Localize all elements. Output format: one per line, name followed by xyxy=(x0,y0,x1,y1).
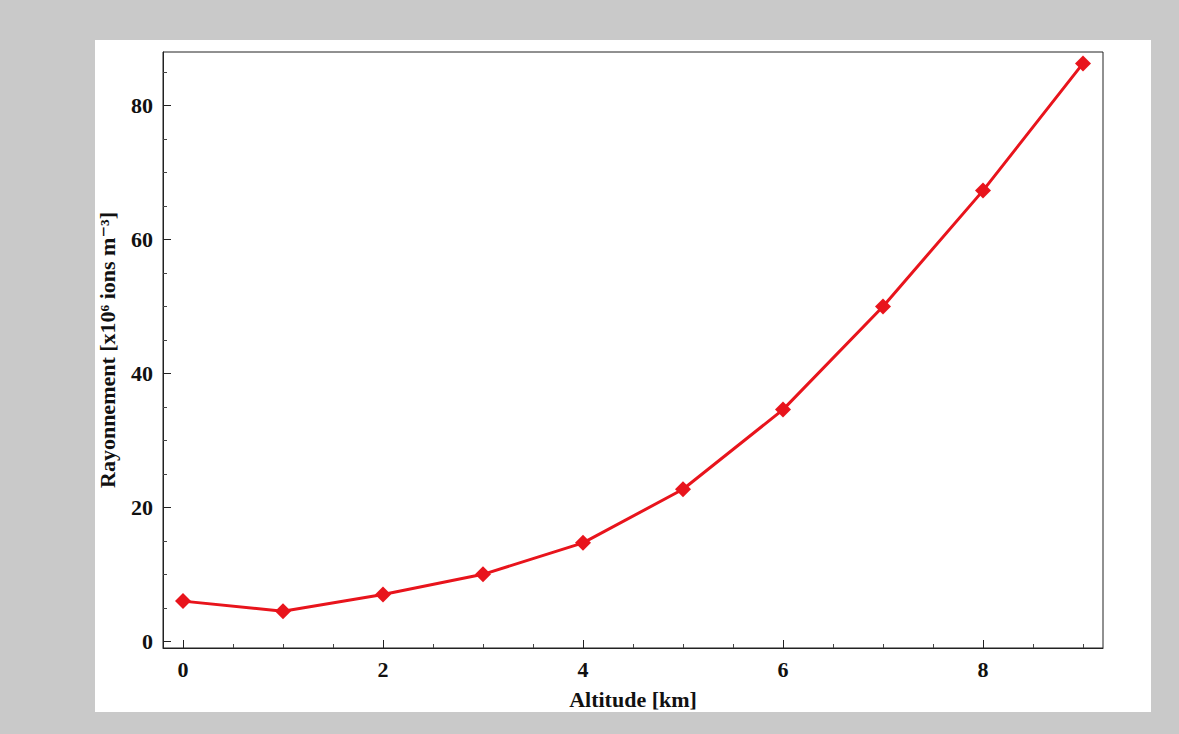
svg-text:6: 6 xyxy=(778,657,789,682)
svg-text:20: 20 xyxy=(131,495,153,520)
svg-text:Altitude [km]: Altitude [km] xyxy=(569,687,697,712)
svg-text:2: 2 xyxy=(378,657,389,682)
svg-text:8: 8 xyxy=(978,657,989,682)
svg-text:4: 4 xyxy=(578,657,589,682)
svg-text:Rayonnement [x10⁶ ions m⁻³]: Rayonnement [x10⁶ ions m⁻³] xyxy=(95,212,120,488)
svg-text:40: 40 xyxy=(131,361,153,386)
svg-text:0: 0 xyxy=(178,657,189,682)
svg-text:60: 60 xyxy=(131,227,153,252)
svg-text:0: 0 xyxy=(142,629,153,654)
svg-text:80: 80 xyxy=(131,93,153,118)
